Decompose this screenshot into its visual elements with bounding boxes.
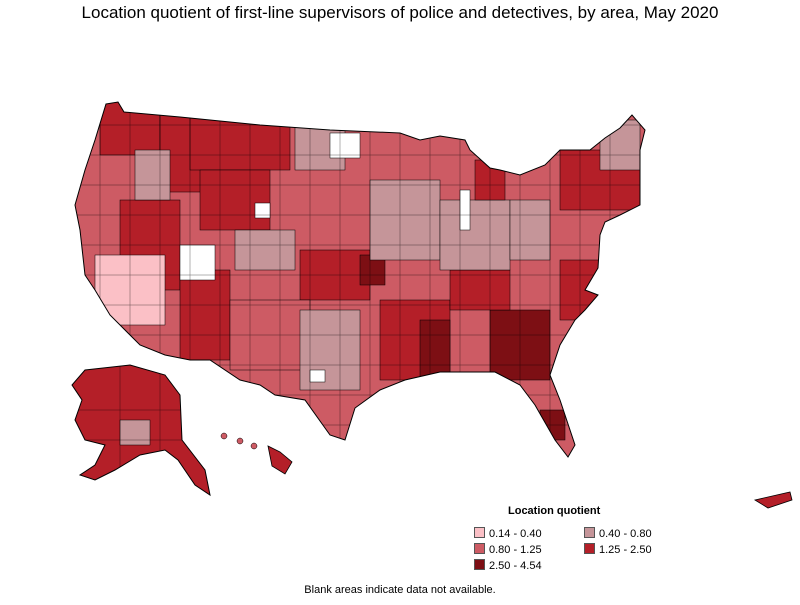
legend-label: 0.80 - 1.25 [489,544,542,556]
legend-swatch [474,559,485,570]
legend-swatch [584,543,595,554]
alaska-areas [72,365,210,495]
legend-label: 2.50 - 4.54 [489,560,542,572]
footnote: Blank areas indicate data not available. [304,584,496,596]
legend-swatch [474,527,485,538]
map-title: Location quotient of first-line supervis… [81,3,719,22]
legend-label: 0.40 - 0.80 [599,528,652,540]
legend-item-0: 0.14 - 0.40 [474,527,542,541]
us-outline [74,101,646,458]
legend-item-1: 0.40 - 0.80 [584,527,652,541]
legend-item-2: 0.80 - 1.25 [474,543,542,557]
alaska-outline [71,364,211,497]
legend-label: 1.25 - 2.50 [599,544,652,556]
legend-item-4: 2.50 - 4.54 [474,559,542,573]
legend-swatch [584,527,595,538]
legend-item-3: 1.25 - 2.50 [584,543,652,557]
hawaii-areas [220,432,293,475]
legend-swatch [474,543,485,554]
legend-label: 0.14 - 0.40 [489,528,542,540]
legend-title: Location quotient [508,505,601,517]
puerto-rico-areas [753,491,793,509]
